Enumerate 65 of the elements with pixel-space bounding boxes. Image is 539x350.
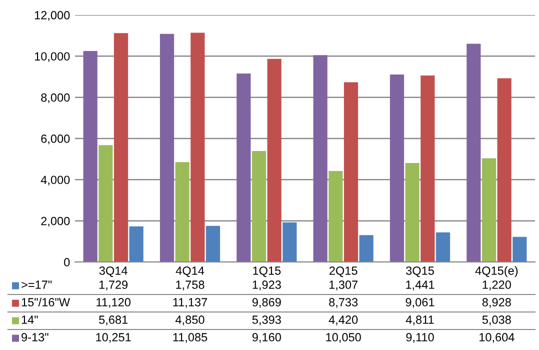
legend-label: 14" xyxy=(22,316,38,324)
data-label: 11,085 xyxy=(173,333,208,343)
y-tick-label: 4,000 xyxy=(40,176,70,186)
data-label: 8,928 xyxy=(482,298,511,308)
data-label: 10,251 xyxy=(96,333,131,343)
y-tick-label: 2,000 xyxy=(41,216,70,227)
bar xyxy=(466,44,481,262)
data-label: 5,681 xyxy=(99,316,128,326)
data-label: 11,137 xyxy=(173,298,208,308)
x-tick-label: 2Q15 xyxy=(329,266,358,277)
bar xyxy=(175,162,190,262)
bar xyxy=(359,235,374,262)
bar xyxy=(114,33,128,262)
data-label: 1,758 xyxy=(176,280,204,290)
bar xyxy=(313,55,328,262)
legend-label: 9-13" xyxy=(22,333,48,342)
data-label: 4,811 xyxy=(406,316,434,326)
data-label: 1,307 xyxy=(329,280,358,290)
data-label: 1,923 xyxy=(252,280,281,290)
x-tick-label: 3Q14 xyxy=(99,266,128,277)
bar xyxy=(190,32,205,262)
data-label: 10,050 xyxy=(326,333,361,343)
bar xyxy=(390,74,404,262)
bar xyxy=(344,82,358,262)
bar xyxy=(328,171,343,262)
data-label: 9,110 xyxy=(406,333,434,343)
bar xyxy=(282,222,297,262)
data-label: 9,061 xyxy=(406,298,434,308)
bar xyxy=(206,226,220,262)
bar xyxy=(420,75,435,262)
y-tick-label: 0 xyxy=(64,258,70,266)
bar xyxy=(405,162,420,262)
data-label: 4,850 xyxy=(176,316,204,326)
data-label: 8,733 xyxy=(329,298,358,308)
legend-label: 15"/16"W xyxy=(22,298,70,306)
bar xyxy=(129,226,144,262)
bar xyxy=(267,58,282,262)
y-tick-label: 8,000 xyxy=(41,93,70,104)
data-label: 11,120 xyxy=(96,298,130,308)
bar xyxy=(252,150,266,262)
data-label: 9,160 xyxy=(252,333,281,343)
x-tick-label: 3Q15 xyxy=(406,266,434,277)
x-tick-label: 1Q15 xyxy=(253,266,281,277)
data-label: 10,604 xyxy=(480,333,514,343)
data-label: 1,729 xyxy=(99,280,128,290)
bar xyxy=(512,236,527,262)
bar xyxy=(160,34,174,262)
y-tick-label: 6,000 xyxy=(41,134,70,144)
data-label: 1,220 xyxy=(482,280,511,290)
x-tick-label: 4Q14 xyxy=(176,266,204,277)
bar xyxy=(482,158,496,262)
bar xyxy=(497,78,512,262)
legend-label: >=17" xyxy=(22,280,52,289)
y-tick-label: 10,000 xyxy=(34,52,70,62)
bar xyxy=(83,51,98,262)
data-label: 5,038 xyxy=(482,316,511,326)
data-label: 9,869 xyxy=(252,298,281,308)
data-label: 1,441 xyxy=(406,280,434,290)
data-label: 5,393 xyxy=(252,316,281,326)
y-tick-label: 12,000 xyxy=(34,11,70,21)
bar xyxy=(436,232,450,262)
bar xyxy=(236,73,251,262)
bar xyxy=(98,145,113,262)
data-label: 4,420 xyxy=(328,316,358,326)
x-tick-label: 4Q15(e) xyxy=(475,266,518,278)
